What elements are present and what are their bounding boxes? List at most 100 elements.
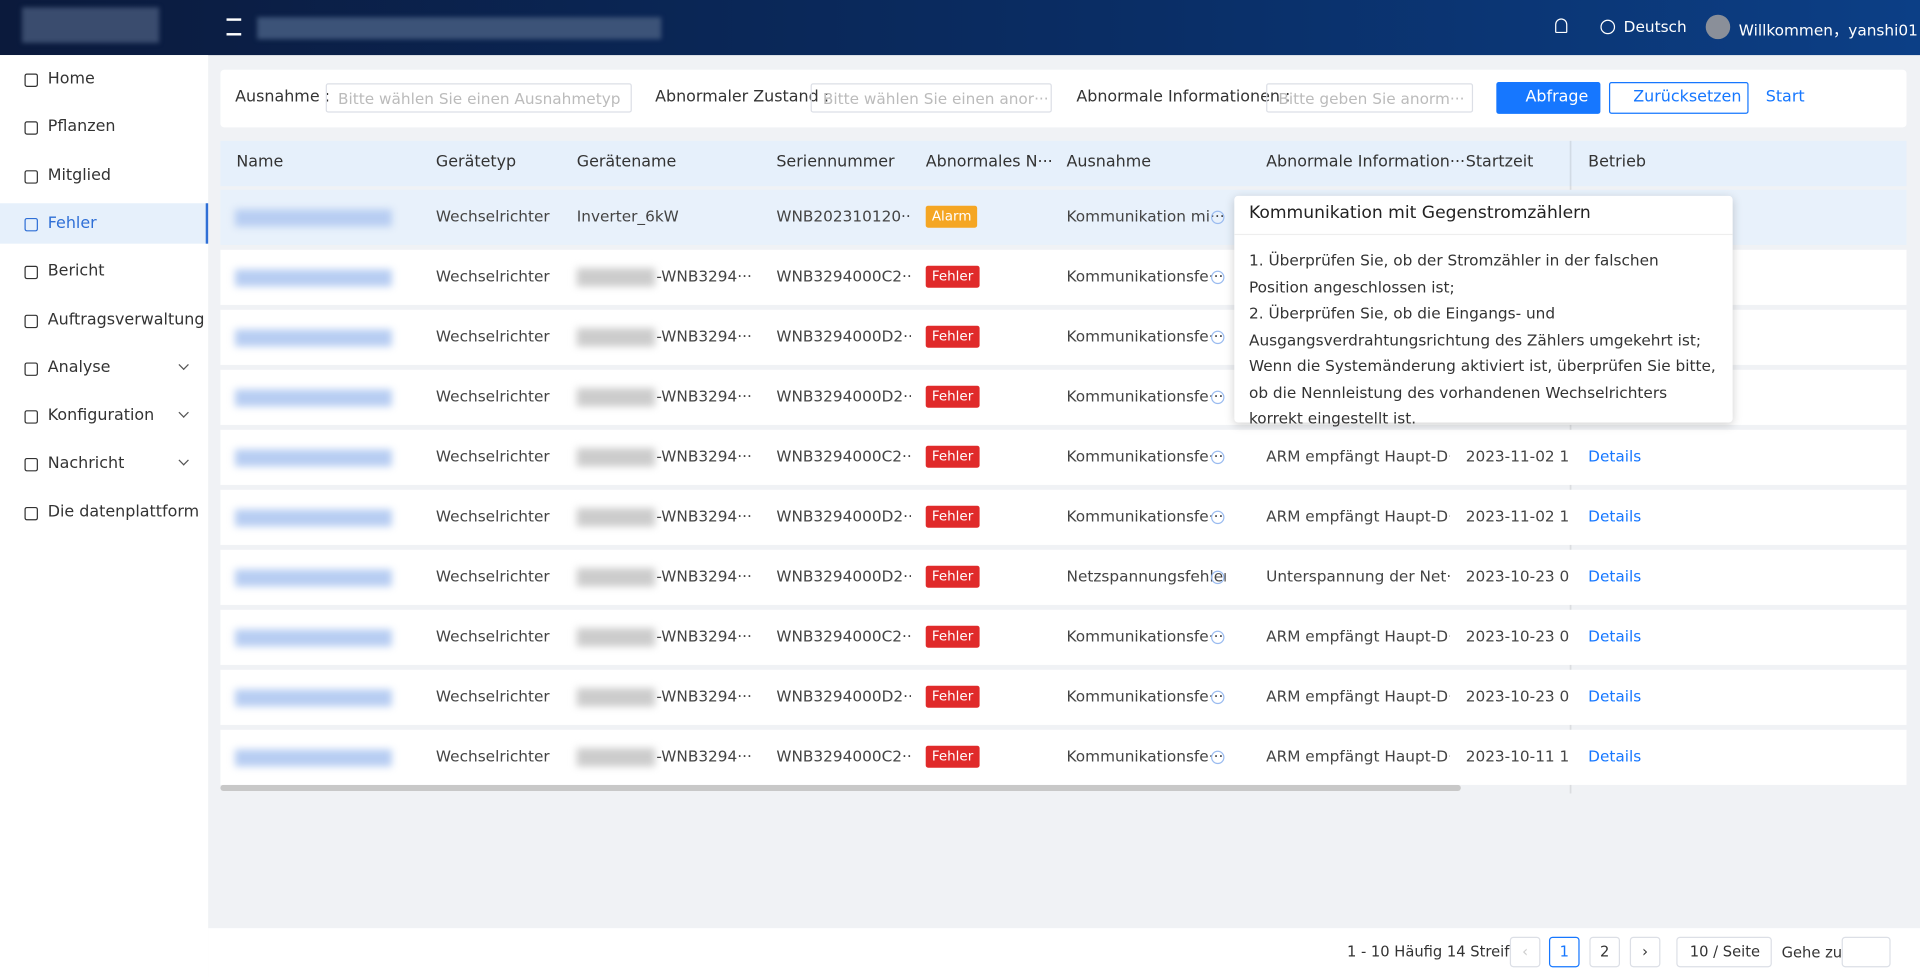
details-link[interactable]: Details (1588, 446, 1642, 466)
nav-icon (24, 314, 38, 328)
state-select[interactable]: Bitte wählen Sie einen anor··· (810, 83, 1052, 113)
details-link[interactable]: Details (1588, 506, 1642, 526)
prev-page[interactable]: ‹ (1509, 936, 1541, 968)
help-icon[interactable] (1211, 450, 1225, 465)
cell-text: WNB3294000D2··· (776, 386, 912, 406)
cell-text: Kommunikationsfe··· (1066, 746, 1224, 766)
name-blurred (235, 629, 392, 647)
details-link[interactable]: Details (1588, 686, 1642, 706)
help-icon[interactable] (1211, 690, 1225, 705)
nav-item[interactable]: Auftragsverwaltung (0, 299, 206, 339)
status-tag: Fehler (925, 565, 980, 588)
cell-text: -WNB3294··· (656, 626, 752, 646)
table-row: Wechselrichter -WNB3294··· WNB3294000C2···… (220, 609, 1907, 665)
query-text: Abfrage (1525, 88, 1589, 107)
nav-item[interactable]: Die datenplattform (0, 492, 206, 532)
nav-icon (24, 410, 38, 424)
avatar[interactable] (1705, 14, 1731, 40)
device-prefix-blurred (576, 688, 656, 707)
cell-text: Kommunikationsfe··· (1066, 446, 1224, 466)
nav-item[interactable]: Nachricht (0, 444, 206, 484)
cell-text: Kommunikationsfe··· (1066, 266, 1224, 286)
cell-text: -WNB3294··· (656, 566, 752, 586)
nav-label: Pflanzen (47, 117, 116, 137)
nav-icon (24, 362, 38, 376)
column-header: Name (236, 153, 284, 172)
tooltip-line: 1. Überprüfen Sie, ob der Stromzähler in… (1248, 251, 1659, 296)
help-icon[interactable] (1211, 390, 1225, 405)
help-icon[interactable] (1211, 270, 1225, 285)
help-icon[interactable] (1211, 210, 1225, 225)
help-icon[interactable] (1211, 630, 1225, 645)
expand-arrow[interactable] (178, 359, 189, 370)
cell-text: -WNB3294··· (656, 446, 752, 466)
bell-icon[interactable] (1555, 18, 1568, 34)
cell-text: Kommunikationsfe··· (1066, 326, 1224, 346)
cell-text: Wechselrichter (435, 626, 550, 646)
page-button[interactable]: 2 (1589, 936, 1621, 968)
sidebar: Home Pflanzen Mitglied Fehler Bericht Auftrag… (0, 55, 209, 977)
help-icon[interactable] (1211, 750, 1225, 765)
nav-item[interactable]: Home (0, 59, 206, 99)
logo-blurred (22, 7, 160, 43)
nav-icon (24, 265, 38, 280)
help-icon[interactable] (1211, 570, 1225, 585)
expand-arrow[interactable] (178, 455, 189, 467)
nav-item[interactable]: Konfiguration (0, 396, 206, 436)
cell-text: -WNB3294··· (656, 686, 752, 706)
nav-label: Bericht (47, 262, 105, 281)
nav-item[interactable]: Pflanzen (0, 107, 206, 147)
nav-item[interactable]: Bericht (0, 251, 206, 291)
cell-text: WNB3294000C2··· (776, 446, 912, 466)
expand-link[interactable]: Start (1765, 88, 1805, 107)
breadcrumb-blurred (257, 17, 662, 40)
status-tag: Fehler (925, 745, 980, 768)
column-header: Ausnahme (1066, 153, 1152, 172)
page-size-select[interactable]: 10 / Seite (1676, 936, 1772, 968)
filter-bar: Ausnahme : Bitte wählen Sie einen Ausnah… (220, 69, 1907, 128)
details-link[interactable]: Details (1588, 566, 1642, 586)
device-prefix-blurred (576, 568, 656, 587)
tooltip: Kommunikation mit Gegenstromzählern 1. Ü… (1234, 195, 1733, 427)
column-header: Startzeit (1465, 153, 1534, 172)
device-prefix-blurred (576, 508, 656, 527)
cell-text: ARM empfängt Haupt-D··· (1266, 746, 1450, 766)
scrollbar[interactable] (220, 784, 1461, 792)
page-button[interactable]: 1 (1548, 936, 1580, 968)
cell-text: Wechselrichter (435, 686, 550, 706)
tooltip-line: Wenn die Systemänderung aktiviert ist, ü… (1248, 356, 1716, 428)
device-prefix-blurred (576, 388, 656, 407)
cell-text: -WNB3294··· (656, 266, 752, 286)
cell-text: ARM empfängt Haupt-D··· (1266, 506, 1450, 526)
user-greeting[interactable]: Willkommen，yanshi01 (1738, 20, 1918, 40)
language[interactable]: Deutsch (1623, 17, 1687, 36)
help-icon[interactable] (1211, 330, 1225, 345)
details-link[interactable]: Details (1588, 746, 1642, 766)
info-input[interactable]: Bitte geben Sie anorm··· (1266, 83, 1474, 113)
column-header: Abnormale Information··· (1266, 153, 1466, 172)
exception-select[interactable]: Bitte wählen Sie einen Ausnahmetyp (325, 83, 632, 113)
divider (1234, 233, 1733, 236)
status-tag: Fehler (925, 325, 980, 348)
nav-item[interactable]: Analyse (0, 348, 206, 388)
cell-text: -WNB3294··· (656, 386, 752, 406)
next-page[interactable]: › (1629, 936, 1661, 968)
status-tag: Fehler (925, 445, 980, 468)
menu-toggle[interactable] (226, 18, 242, 36)
help-icon[interactable] (1211, 510, 1225, 525)
reset-button[interactable]: Zurücksetzen (1608, 82, 1749, 114)
cell-text: 2023-11-02 11:03 (1465, 446, 1570, 466)
expand-arrow[interactable] (178, 407, 189, 418)
status-tag: Fehler (925, 385, 980, 408)
column-header: Gerätename (576, 153, 677, 172)
nav-item[interactable]: Mitglied (0, 155, 206, 195)
details-link[interactable]: Details (1588, 626, 1642, 646)
nav-item[interactable]: Fehler (0, 203, 209, 244)
goto-input[interactable] (1841, 936, 1891, 968)
name-blurred (235, 449, 392, 467)
cell-text: ARM empfängt Haupt-D··· (1266, 626, 1450, 646)
query-button[interactable]: Abfrage (1496, 82, 1601, 114)
cell-text: Netzspannungsfehler (1066, 566, 1226, 586)
column-header: Betrieb (1588, 153, 1647, 172)
